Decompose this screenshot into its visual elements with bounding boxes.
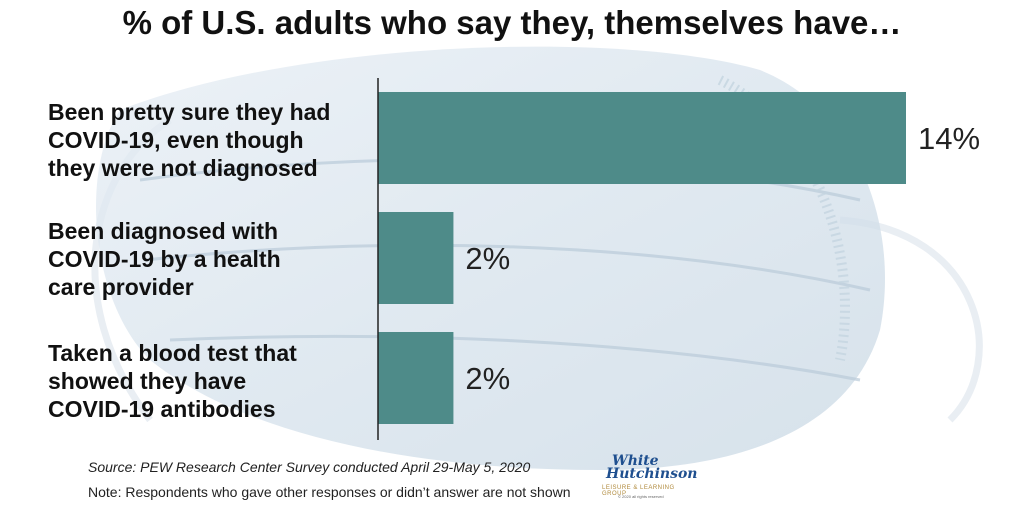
logo-text: Hutchinson <box>606 466 698 482</box>
category-label-suspected: Been pretty sure they had COVID-19, even… <box>48 98 368 182</box>
bar-2 <box>378 332 454 424</box>
logo-copyright: © 2020 all rights reserved <box>618 494 664 499</box>
bar-0 <box>378 92 906 184</box>
category-label-line: showed they have <box>48 368 247 394</box>
logo-text: White <box>612 453 659 469</box>
category-label-line: COVID-19 by a health <box>48 246 281 272</box>
footnote: Note: Respondents who gave other respons… <box>88 484 571 500</box>
category-label-antibodies: Taken a blood test that showed they have… <box>48 339 368 423</box>
source-note: Source: PEW Research Center Survey condu… <box>88 459 531 475</box>
value-label-0: 14% <box>918 121 980 156</box>
category-label-line: Been pretty sure they had <box>48 99 331 125</box>
logo-tagline: LEISURE & LEARNING GROUP <box>602 485 675 497</box>
category-label-line: Taken a blood test that <box>48 340 297 366</box>
category-label-diagnosed: Been diagnosed with COVID-19 by a health… <box>48 217 368 301</box>
category-label-line: COVID-19, even though <box>48 127 304 153</box>
white-hutchinson-logo: White Hutchinson LEISURE & LEARNING GROU… <box>596 452 697 502</box>
category-label-line: care provider <box>48 274 194 300</box>
category-label-line: they were not diagnosed <box>48 155 318 181</box>
value-label-2: 2% <box>465 361 510 396</box>
category-label-line: Been diagnosed with <box>48 218 279 244</box>
category-label-line: COVID-19 antibodies <box>48 396 276 422</box>
value-label-1: 2% <box>465 241 510 276</box>
bar-1 <box>378 212 454 304</box>
chart-title: % of U.S. adults who say they, themselve… <box>122 4 902 41</box>
